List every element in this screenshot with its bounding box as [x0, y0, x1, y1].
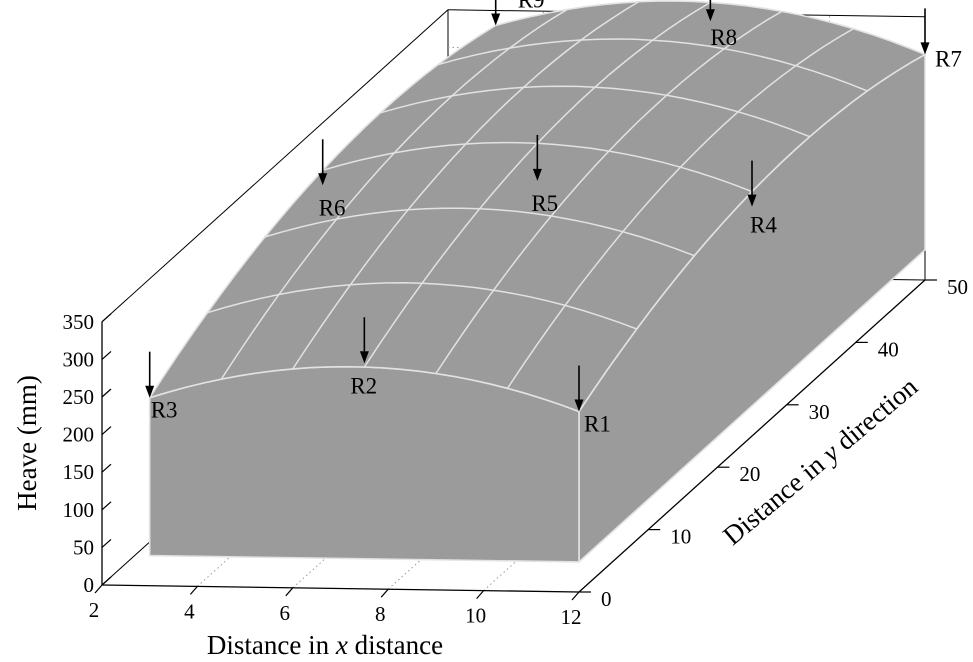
y-tick-label: 0 — [601, 587, 612, 611]
x-tick-label: 10 — [465, 604, 486, 628]
z-tick — [101, 501, 112, 511]
surface-grid-line — [207, 282, 637, 330]
x-tick — [476, 590, 485, 599]
point-label: R4 — [750, 213, 777, 238]
x-axis-line — [101, 584, 580, 593]
x-tick-label: 4 — [184, 599, 195, 623]
y-tick-label: 20 — [739, 462, 760, 486]
z-tick-label: 0 — [84, 573, 95, 597]
marker-arrow-head — [318, 173, 328, 186]
point-label: R7 — [935, 46, 962, 71]
z-tick-label: 150 — [63, 460, 95, 484]
point-label: R2 — [350, 373, 377, 398]
marker-arrow-head — [491, 13, 501, 26]
marker-arrow-head — [145, 385, 155, 398]
x-axis-label: Distance in x distance — [207, 630, 443, 660]
x-tick-label: 6 — [280, 601, 291, 625]
z-tick-label: 200 — [63, 423, 95, 447]
y-tick-label: 30 — [809, 400, 830, 424]
x-tick — [94, 584, 103, 594]
z-tick — [101, 350, 112, 360]
point-label: R6 — [319, 195, 346, 220]
left-wall-top-edge — [101, 9, 449, 323]
marker-arrow-head — [359, 351, 369, 364]
surface-grid-line — [437, 38, 868, 92]
z-tick — [101, 313, 112, 323]
x-tick-label: 2 — [89, 598, 100, 622]
point-label: R3 — [151, 398, 178, 423]
point-markers: R1 R2 R3 R4 R5 R6 R7 R8 R9 — [145, 0, 962, 437]
marker-arrow-head — [920, 42, 930, 55]
point-label: R8 — [710, 25, 737, 50]
y-axis-line — [578, 279, 926, 593]
point-label: R5 — [531, 191, 558, 216]
z-tick — [101, 426, 112, 436]
x-tick — [380, 588, 389, 598]
y-tick-label: 40 — [878, 337, 899, 361]
y-tick-label: 50 — [947, 275, 968, 299]
point-label: R1 — [584, 412, 611, 437]
z-tick-label: 100 — [63, 498, 95, 522]
z-tick — [101, 463, 112, 473]
x-tick — [285, 587, 294, 597]
heave-surface — [148, 0, 926, 413]
z-tick-label: 250 — [63, 385, 95, 409]
y-tick-label: 10 — [670, 525, 691, 549]
x-tick — [571, 591, 580, 601]
marker-arrow-head — [747, 194, 757, 207]
z-axis-label: Heave (mm) — [12, 375, 42, 511]
z-tick-label: 50 — [73, 535, 94, 559]
z-tick — [101, 538, 112, 548]
x-tick-label: 12 — [561, 605, 582, 629]
axes: 0 50 100 150 200 250 300 350 2 4 6 8 10 12 0 10 20 30 40 50 — [63, 275, 969, 629]
marker-arrow-head — [532, 168, 542, 181]
z-tick — [101, 388, 112, 398]
surface-grid-line — [380, 85, 810, 138]
x-tick — [189, 586, 198, 595]
marker-arrow-head — [574, 399, 584, 412]
x-tick-label: 8 — [375, 602, 386, 626]
z-tick-label: 300 — [63, 347, 95, 371]
z-tick — [101, 576, 112, 586]
point-label: R9 — [518, 0, 545, 13]
marker-arrow-head — [705, 9, 715, 22]
surface-grid-line — [264, 207, 695, 257]
z-tick-label: 350 — [63, 310, 95, 334]
